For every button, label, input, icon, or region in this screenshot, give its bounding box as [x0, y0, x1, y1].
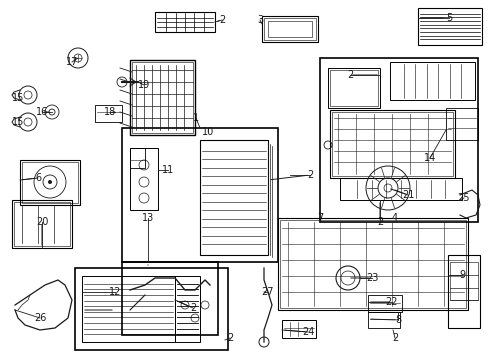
Text: 13: 13 — [142, 213, 154, 223]
Bar — [327, 68, 379, 108]
Text: 7: 7 — [316, 213, 323, 223]
Text: 6: 6 — [35, 173, 41, 183]
Text: 2: 2 — [226, 333, 233, 343]
Bar — [445, 108, 477, 140]
Bar — [389, 62, 474, 100]
Text: 16: 16 — [36, 107, 48, 117]
Bar — [75, 268, 227, 350]
Text: 20: 20 — [36, 217, 48, 227]
Bar — [267, 21, 311, 37]
Bar — [339, 178, 461, 200]
Bar — [200, 140, 267, 255]
Text: 10: 10 — [202, 127, 214, 137]
Bar — [82, 276, 175, 342]
Text: 15: 15 — [12, 117, 24, 127]
Text: 3: 3 — [256, 15, 263, 25]
Text: 17: 17 — [66, 57, 78, 67]
Text: 22: 22 — [385, 297, 397, 307]
Text: 18: 18 — [103, 107, 116, 117]
Text: 2: 2 — [219, 15, 224, 25]
Text: 2: 2 — [391, 333, 397, 343]
Bar — [132, 62, 193, 133]
Bar — [367, 295, 401, 312]
Text: 12: 12 — [109, 287, 121, 297]
Text: 23: 23 — [365, 273, 377, 283]
Circle shape — [48, 180, 52, 184]
Bar — [449, 262, 477, 300]
Bar — [12, 200, 72, 248]
Text: 27: 27 — [261, 287, 274, 297]
Text: 9: 9 — [458, 270, 464, 280]
Text: 21: 21 — [401, 190, 413, 200]
Bar — [130, 148, 145, 168]
Text: 19: 19 — [138, 80, 150, 90]
Text: 5: 5 — [445, 13, 451, 23]
Bar — [417, 8, 481, 45]
Bar — [262, 16, 317, 42]
Bar — [329, 110, 454, 178]
Bar — [282, 320, 315, 338]
Bar — [447, 255, 479, 328]
Text: 2: 2 — [189, 303, 196, 313]
Bar — [280, 220, 465, 308]
Text: 25: 25 — [457, 193, 469, 203]
Text: 1: 1 — [193, 113, 199, 123]
Text: 11: 11 — [162, 165, 174, 175]
Text: 26: 26 — [34, 313, 46, 323]
Bar — [175, 276, 200, 342]
Text: 4: 4 — [391, 213, 397, 223]
Bar — [122, 262, 218, 335]
Text: 14: 14 — [423, 153, 435, 163]
Bar — [14, 202, 70, 246]
Text: 2: 2 — [306, 170, 312, 180]
Bar — [319, 58, 477, 222]
Bar — [264, 18, 315, 40]
Text: 2: 2 — [376, 217, 382, 227]
Text: 24: 24 — [301, 327, 314, 337]
Bar — [329, 70, 377, 106]
Bar — [331, 112, 452, 176]
Bar — [95, 105, 122, 122]
Bar — [122, 128, 278, 262]
Bar — [278, 218, 467, 310]
Text: 2: 2 — [346, 70, 352, 80]
Bar — [130, 148, 158, 210]
Text: 8: 8 — [394, 315, 400, 325]
Bar — [22, 162, 78, 203]
Bar — [155, 12, 215, 32]
Bar — [367, 312, 399, 328]
Bar — [20, 160, 80, 205]
Bar — [130, 60, 195, 135]
Text: 15: 15 — [12, 93, 24, 103]
